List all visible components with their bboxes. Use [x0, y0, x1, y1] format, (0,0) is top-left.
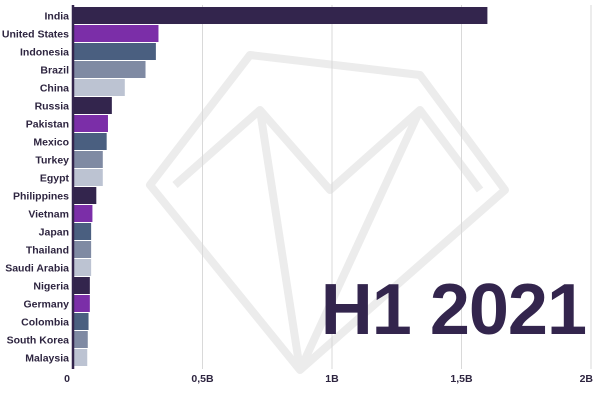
category-label: Russia [35, 101, 70, 113]
diamond-outline [146, 51, 509, 374]
category-label: Pakistan [26, 119, 69, 131]
bar [73, 349, 88, 366]
category-label: South Korea [7, 335, 70, 347]
category-label: Malaysia [25, 353, 69, 365]
x-tick-label: 0 [64, 373, 70, 385]
x-tick-label: 0,5B [191, 373, 214, 385]
category-label: Vietnam [28, 209, 69, 221]
bar [73, 79, 125, 96]
bar [73, 277, 90, 294]
bar [73, 169, 103, 186]
bar [73, 223, 92, 240]
bar [73, 259, 92, 276]
diamond-facet-top [172, 106, 484, 194]
category-label: China [40, 83, 69, 95]
category-label: Egypt [40, 173, 70, 185]
bar [73, 115, 108, 132]
category-label: India [44, 11, 69, 23]
category-label: Turkey [35, 155, 69, 167]
category-label: Japan [39, 227, 69, 239]
x-tick-label: 2B [580, 373, 594, 385]
bar [73, 295, 90, 312]
bar [73, 97, 112, 114]
category-label: Germany [23, 299, 69, 311]
diamond-watermark [146, 51, 509, 374]
period-label: H1 2021 [320, 270, 587, 350]
diamond-facet-right [296, 108, 424, 372]
category-label: Saudi Arabia [5, 263, 69, 275]
x-tick-label: 1B [325, 373, 339, 385]
category-label: Philippines [13, 191, 69, 203]
diamond-facet-left [256, 109, 304, 371]
category-label: Mexico [33, 137, 69, 149]
x-tick-label: 1,5B [450, 373, 473, 385]
bar [73, 151, 103, 168]
bar [73, 7, 488, 24]
bar [73, 61, 146, 78]
bar [73, 313, 89, 330]
category-label: Colombia [21, 317, 69, 329]
bar [73, 187, 97, 204]
category-label: Indonesia [20, 47, 69, 59]
bar [73, 241, 92, 258]
bar [73, 331, 88, 348]
category-label: Nigeria [33, 281, 69, 293]
category-label: Brazil [40, 65, 69, 77]
category-label: Thailand [26, 245, 69, 257]
bar [73, 25, 159, 42]
category-label: United States [2, 29, 69, 41]
bar [73, 205, 93, 222]
bar [73, 43, 156, 60]
bar [73, 133, 107, 150]
